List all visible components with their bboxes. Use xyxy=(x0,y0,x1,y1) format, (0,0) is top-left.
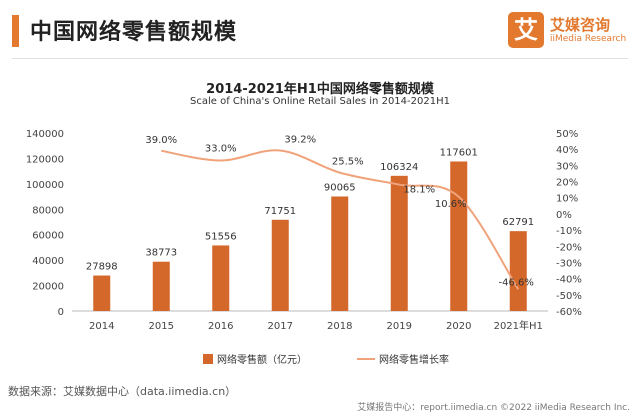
title-accent-bar xyxy=(12,15,19,47)
legend-bar-swatch xyxy=(203,354,213,364)
bar xyxy=(93,275,111,311)
brand-logo: 艾 艾媒咨询 iiMedia Research xyxy=(508,12,630,52)
y-right-tick-label: 0% xyxy=(556,210,572,221)
logo-subtitle: iiMedia Research xyxy=(550,34,627,44)
bar xyxy=(271,219,289,311)
legend-line-label: 网络零售增长率 xyxy=(379,353,449,366)
y-left-tick-label: 20000 xyxy=(32,282,64,293)
y-left-tick-label: 60000 xyxy=(32,231,64,242)
bar xyxy=(509,231,527,311)
y-right-tick-label: 30% xyxy=(556,161,578,172)
page-title: 中国网络零售额规模 xyxy=(30,20,238,45)
bar-value-label: 90065 xyxy=(324,182,356,193)
bar-value-label: 106324 xyxy=(380,162,418,173)
x-tick-label: 2020 xyxy=(446,321,471,332)
x-tick-label: 2019 xyxy=(387,321,412,332)
growth-value-label: -46.6% xyxy=(499,277,534,288)
header-divider xyxy=(12,58,628,59)
y-right-tick-label: -50% xyxy=(556,291,582,302)
growth-value-label: 25.5% xyxy=(332,157,364,168)
data-source: 数据来源：艾媒数据中心（data.iimedia.cn） xyxy=(8,385,237,398)
bar-value-label: 38773 xyxy=(145,248,177,259)
chart-subtitle: Scale of China's Online Retail Sales in … xyxy=(190,96,450,107)
y-right-tick-label: 40% xyxy=(556,145,578,156)
bar xyxy=(450,161,468,311)
growth-value-label: 18.1% xyxy=(403,185,435,196)
y-right-tick-label: 20% xyxy=(556,178,578,189)
x-tick-label: 2014 xyxy=(89,321,114,332)
bar-value-label: 51556 xyxy=(205,231,237,242)
logo-name: 艾媒咨询 xyxy=(550,16,611,34)
legend-bar-label: 网络零售额（亿元） xyxy=(217,353,307,366)
x-tick-label: 2015 xyxy=(149,321,174,332)
bar xyxy=(390,175,408,311)
y-right-tick-label: -60% xyxy=(556,307,582,318)
x-tick-label: 2018 xyxy=(327,321,352,332)
y-left-tick-label: 0 xyxy=(58,307,64,318)
y-left-tick-label: 120000 xyxy=(26,154,64,165)
x-tick-label: 2017 xyxy=(268,321,293,332)
y-right-tick-label: 50% xyxy=(556,129,578,140)
y-right-tick-label: -40% xyxy=(556,275,582,286)
y-right-tick-label: -20% xyxy=(556,242,582,253)
y-left-tick-label: 40000 xyxy=(32,256,64,267)
y-right-tick-label: -30% xyxy=(556,258,582,269)
bar-value-label: 62791 xyxy=(502,217,534,228)
y-left-tick-label: 100000 xyxy=(26,180,64,191)
bar-value-label: 27898 xyxy=(86,262,118,273)
bar-value-label: 117601 xyxy=(440,147,478,158)
logo-icon: 艾 xyxy=(508,12,544,48)
x-tick-label: 2021年H1 xyxy=(494,319,543,332)
growth-rate-line xyxy=(161,149,520,290)
bar-value-label: 71751 xyxy=(264,206,296,217)
bar xyxy=(212,245,230,311)
x-tick-label: 2016 xyxy=(208,321,233,332)
y-left-tick-label: 80000 xyxy=(32,205,64,216)
bar xyxy=(152,261,170,311)
y-left-tick-label: 140000 xyxy=(26,129,64,140)
footer-credit: 艾媒报告中心：report.iimedia.cn ©2022 iiMedia R… xyxy=(357,403,630,413)
growth-value-label: 39.2% xyxy=(284,134,316,145)
chart-title: 2014-2021年H1中国网络零售额规模 xyxy=(206,82,434,97)
bar xyxy=(331,196,349,311)
y-right-tick-label: -10% xyxy=(556,226,582,237)
growth-value-label: 10.6% xyxy=(435,199,467,210)
growth-value-label: 39.0% xyxy=(145,135,177,146)
growth-value-label: 33.0% xyxy=(205,144,237,155)
y-right-tick-label: 10% xyxy=(556,194,578,205)
